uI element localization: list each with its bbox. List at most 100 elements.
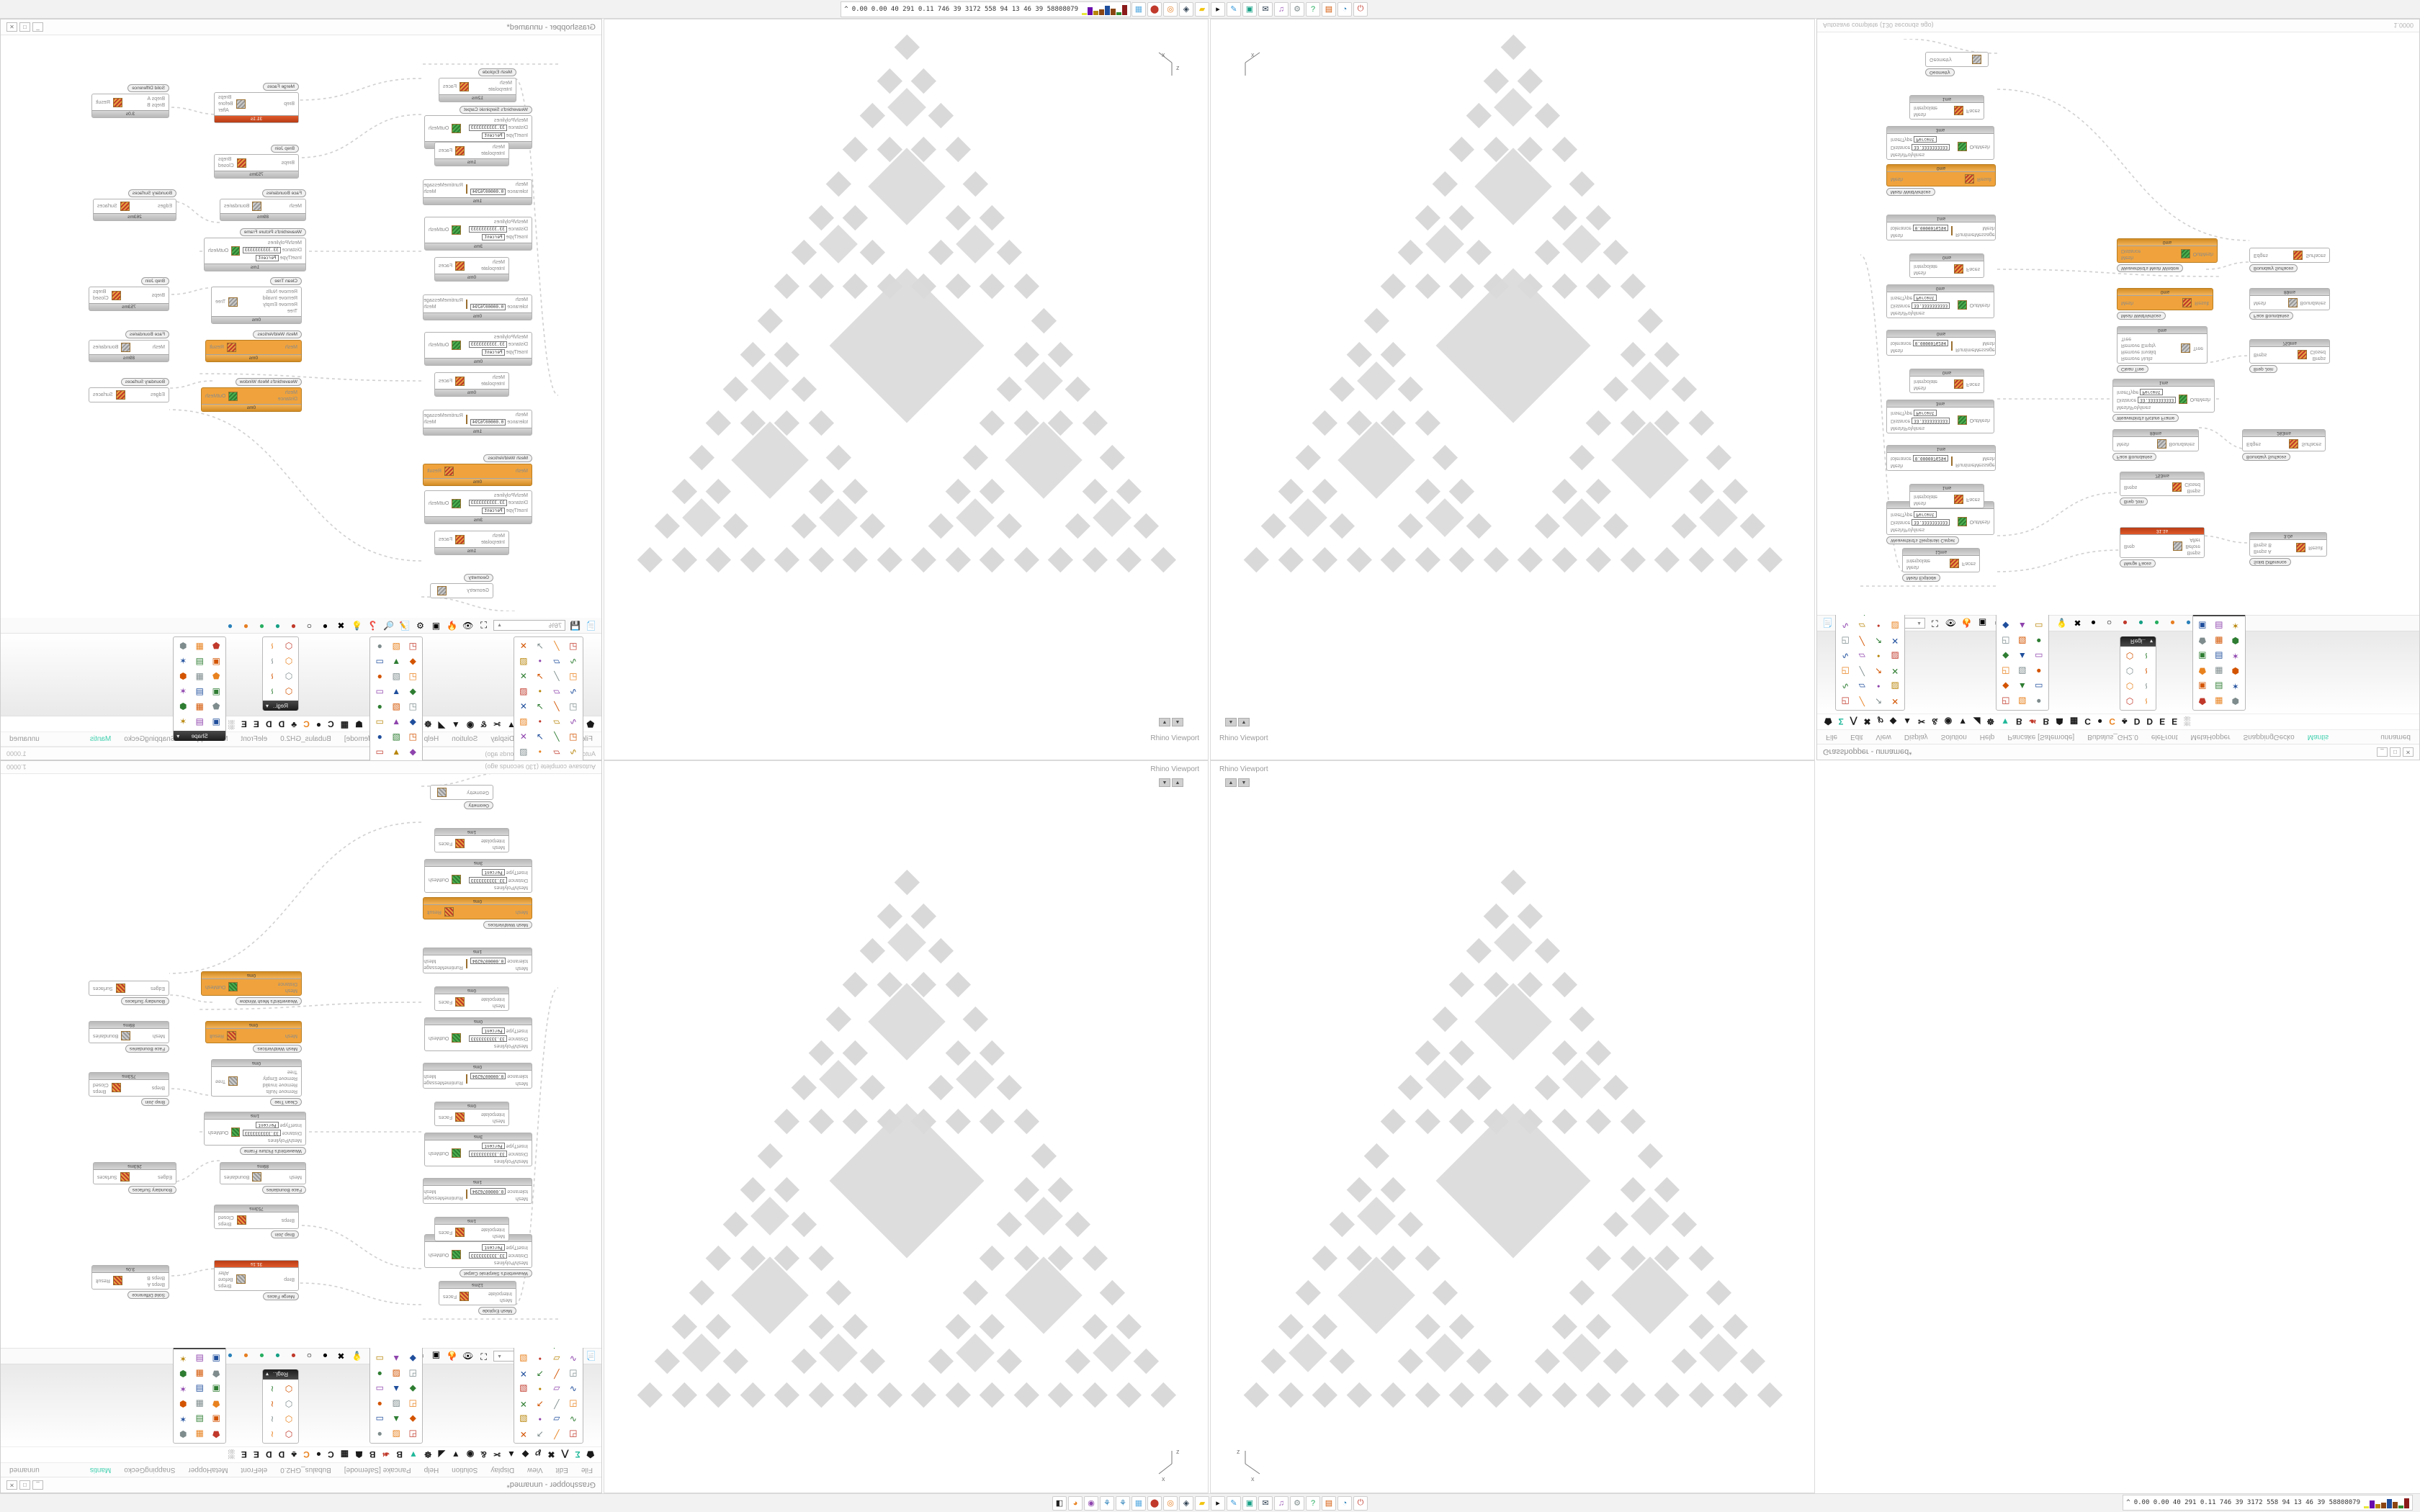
node-parameter-value[interactable]: Percent — [256, 255, 279, 261]
grid-icon[interactable]: ▦ — [195, 1399, 204, 1409]
menu-item-view[interactable]: View — [527, 1466, 543, 1474]
menu-item-mantis[interactable]: Mantis — [89, 1466, 112, 1474]
menu-item-edit[interactable]: Edit — [555, 1466, 568, 1474]
ribbon-glyph-24[interactable]: D — [2146, 716, 2154, 727]
maximize-button[interactable]: □ — [19, 1480, 30, 1490]
node-parameter-value[interactable]: 0.0000076294 — [1912, 455, 1949, 462]
shapes-icon[interactable]: ◆ — [2002, 681, 2009, 691]
ribbon-glyph-4[interactable]: ℘ — [1877, 716, 1883, 727]
ribbon-glyph-24[interactable]: D — [265, 1449, 272, 1460]
node[interactable]: Edges Surfaces 263ms — [93, 1162, 176, 1184]
node[interactable]: Breps Breps Closed 753ms — [214, 154, 299, 179]
new-icon[interactable]: 📄 — [586, 620, 596, 631]
poly-icon[interactable]: ⬟ — [212, 1429, 220, 1439]
box-icon[interactable]: ▨ — [392, 701, 400, 711]
plane-icon[interactable]: ▭ — [375, 716, 384, 726]
palette-tab-regi[interactable]: Regi.. ▾ — [263, 1369, 298, 1380]
shapes-icon[interactable]: ◆ — [409, 1354, 416, 1364]
wire-icon[interactable]: ≀ — [2144, 681, 2148, 691]
help-icon[interactable]: ❓ — [367, 620, 378, 631]
arrow-icon[interactable]: ↗ — [1875, 666, 1883, 676]
node-icon[interactable]: ⬡ — [284, 1429, 293, 1439]
poly-icon[interactable]: ⬟ — [212, 701, 220, 711]
sphere-red-icon[interactable]: ● — [290, 1351, 297, 1362]
mesh-icon[interactable]: ◰ — [408, 1399, 417, 1409]
ribbon-glyph-12[interactable]: ☸ — [424, 1449, 432, 1460]
viewport-up-button[interactable]: ▲ — [1238, 718, 1250, 726]
curve-icon[interactable]: ∿ — [1842, 621, 1850, 631]
ribbon-glyph-8[interactable]: & — [1932, 716, 1938, 727]
box-icon[interactable]: ▨ — [392, 1369, 400, 1379]
plane-icon[interactable]: ▭ — [2035, 651, 2043, 661]
wire-icon[interactable]: ≀ — [270, 1384, 274, 1394]
node[interactable]: Mesh Distance OutMesh 0ms — [201, 971, 302, 996]
ribbon-glyph-13[interactable]: ▼ — [2001, 716, 2010, 727]
line-icon[interactable]: ╱ — [554, 641, 560, 651]
ribbon-glyph-23[interactable]: D — [2133, 716, 2141, 727]
menu-item-metahopper[interactable]: MetaHopper — [2190, 733, 2231, 741]
terminal-icon[interactable]: ▸ — [1211, 1495, 1225, 1511]
node-parameter-value[interactable]: 33.3333333333 — [468, 1252, 507, 1259]
node[interactable]: Remove Nulls Remove Invalid Remove Empty Tr… — [211, 287, 302, 324]
node-graph-layer[interactable]: Mesh Explode Mesh Interpolate Faces 12ms Weav… — [1817, 32, 2419, 615]
poly-icon[interactable]: ⬟ — [2198, 696, 2207, 706]
arrow-icon[interactable]: ↗ — [536, 671, 544, 681]
cross-icon[interactable]: ✕ — [519, 1429, 527, 1439]
ribbon-glyph-9[interactable]: ◉ — [466, 719, 475, 729]
node-parameter-value[interactable]: 33.3333333333 — [1912, 519, 1950, 526]
curve-icon[interactable]: ∿ — [569, 747, 577, 757]
camera-icon[interactable]: ▣ — [1242, 1495, 1257, 1511]
ribbon-glyph-3[interactable]: ✖ — [547, 1449, 555, 1460]
sphere-icon[interactable]: ● — [377, 1369, 382, 1379]
fit-icon[interactable]: ⛶ — [480, 1351, 487, 1362]
surface-icon[interactable]: ▱ — [553, 716, 560, 726]
ribbon-glyph-5[interactable]: ◆ — [521, 1449, 529, 1460]
ribbon-glyph-9[interactable]: ◉ — [1944, 716, 1953, 727]
mesh-icon[interactable]: ◰ — [408, 732, 417, 742]
node[interactable]: Geometry — [430, 785, 493, 800]
poly-icon[interactable]: ⬟ — [212, 1399, 220, 1409]
cone-icon[interactable]: ▲ — [392, 686, 401, 696]
sphere-icon[interactable]: ● — [377, 1429, 382, 1439]
firefox-icon[interactable]: ◕ — [1068, 1495, 1083, 1511]
node[interactable]: Mesh Interpolate Faces 0ms — [434, 257, 509, 282]
ribbon-glyph-14[interactable]: B — [2016, 716, 2022, 727]
ribbon-glyph-6[interactable]: ▲ — [506, 1449, 516, 1460]
notes-icon[interactable]: 📝 — [399, 620, 410, 631]
vscode-icon[interactable]: ◈ — [1179, 1, 1193, 17]
bake-icon[interactable]: 🔥 — [447, 620, 457, 631]
gimp-icon[interactable]: ◉ — [1084, 1495, 1098, 1511]
node-parameter-value[interactable]: 33.3333333333 — [2138, 397, 2177, 403]
node[interactable]: Breps A Breps B Result 3.0s — [2249, 532, 2327, 557]
rhino-viewport-tr[interactable]: x ▼ ▲ Rhino Viewport — [1210, 19, 1815, 760]
shapes-icon[interactable]: ◆ — [2002, 621, 2009, 631]
ribbon-glyph-25[interactable]: E — [253, 1449, 259, 1460]
menu-item-solution[interactable]: Solution — [452, 1466, 478, 1474]
tile-icon[interactable]: ▣ — [212, 1354, 220, 1364]
cross-icon[interactable]: ✕ — [519, 732, 527, 742]
panel-icon[interactable]: ▤ — [195, 1384, 204, 1394]
node[interactable]: Mesh Interpolate Faces 0ms — [434, 372, 509, 397]
ribbon-glyph-21[interactable]: C — [303, 719, 310, 729]
node[interactable]: Mesh Interpolate Faces 12ms — [439, 78, 516, 102]
sphere-icon[interactable]: ● — [2036, 696, 2042, 706]
mesh-icon[interactable]: ◰ — [408, 1429, 417, 1439]
preview-icon[interactable]: 👁 — [462, 1351, 474, 1362]
node[interactable]: Mesh Interpolate Faces 1ms — [434, 142, 509, 166]
sphere-icon[interactable]: ● — [2036, 636, 2042, 646]
sphere-orange-icon[interactable]: ● — [243, 1351, 249, 1362]
node[interactable]: Edges Surfaces — [89, 387, 169, 402]
node[interactable]: Mesh Interpolate Faces 0ms — [1909, 253, 1984, 278]
viewport-tab-controls[interactable]: ▲ ▼ — [1159, 718, 1183, 726]
cone-icon[interactable]: ▲ — [392, 716, 401, 726]
ribbon-glyph-14[interactable]: B — [396, 1449, 403, 1460]
line-icon[interactable]: ╱ — [554, 1369, 560, 1379]
node[interactable]: Mesh/Polylines Distance 33.3333333333 Inset… — [204, 238, 306, 271]
tile-icon[interactable]: ▣ — [212, 1414, 220, 1424]
point-icon[interactable]: • — [538, 1414, 542, 1424]
rhino-viewport-br[interactable]: Rhino Viewport ▲ ▼ x z — [1210, 760, 1815, 1493]
ribbon-glyph-11[interactable]: ◢ — [438, 719, 445, 729]
quadrant-top-left[interactable]: Grasshopper - unnamed* _ □ ✕ Mesh Explod… — [0, 19, 602, 760]
grasshopper-window-bl[interactable]: Grasshopper - unnamed* _ □ ✕ File Edit Vie… — [0, 760, 602, 1493]
